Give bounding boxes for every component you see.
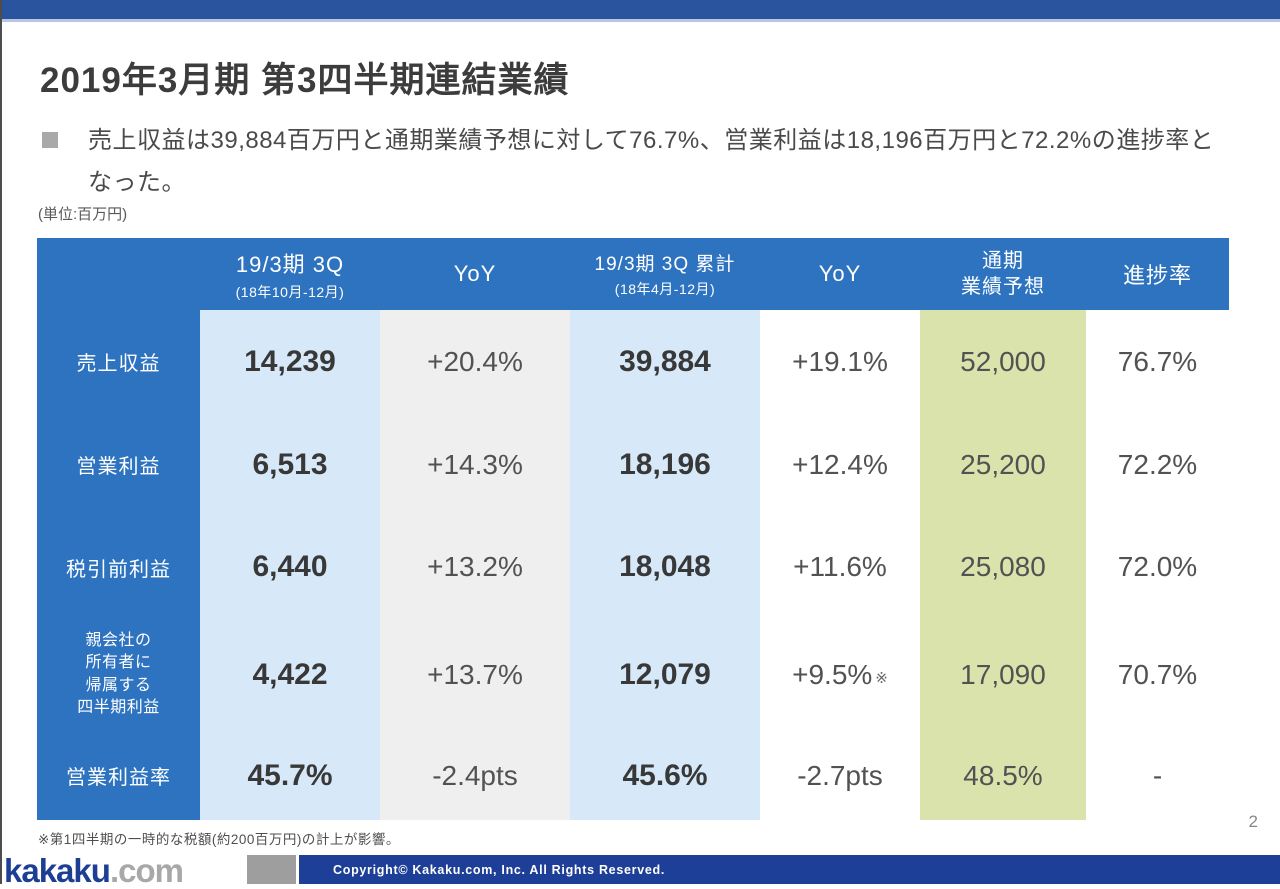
owners-profit-forecast: 17,090 bbox=[920, 618, 1086, 731]
results-table: 19/3期 3Q (18年10月-12月) YoY 19/3期 3Q 累計 (1… bbox=[37, 238, 1229, 820]
operating-margin-q3: 45.7% bbox=[200, 731, 380, 820]
unit-note: (単位:百万円) bbox=[38, 206, 128, 223]
operating-margin-yoy-cum: -2.7pts bbox=[797, 759, 883, 791]
footer-gray-block bbox=[247, 855, 296, 884]
column-header-sub: (18年10月-12月) bbox=[235, 283, 345, 300]
operating-margin-forecast: 48.5% bbox=[920, 731, 1086, 820]
owners-profit-cumulative: 12,079 bbox=[570, 618, 760, 731]
pretax-profit-progress: 72.0% bbox=[1117, 551, 1198, 582]
column-header-progress: 進捗率 bbox=[1086, 238, 1229, 310]
revenue-yoy-q: +20.4% bbox=[380, 310, 570, 413]
operating-profit-row-label: 営業利益 bbox=[37, 413, 200, 516]
column-header-label: 通期 bbox=[982, 250, 1024, 272]
column-header-label: 業績予想 bbox=[961, 276, 1045, 298]
column-header-label: YoY bbox=[818, 261, 862, 286]
operating-profit-yoy-cum: +12.4% bbox=[792, 448, 888, 480]
owners-profit-yoy-q: +13.7% bbox=[380, 618, 570, 731]
owners-profit-yoy-cum-value: +9.5% bbox=[792, 658, 873, 690]
pretax-profit-row-label: 税引前利益 bbox=[37, 516, 200, 618]
pretax-profit-yoy-cum: +11.6% bbox=[793, 551, 887, 582]
owners-profit-yoy-cum: +9.5% ※ bbox=[760, 618, 920, 731]
column-header-sub: (18年4月-12月) bbox=[614, 281, 716, 297]
owners-profit-label-line: 親会社の bbox=[85, 631, 152, 649]
owners-profit-row-label: 親会社の 所有者に 帰属する 四半期利益 bbox=[37, 618, 200, 731]
column-header-label: 19/3期 3Q 累計 bbox=[594, 254, 736, 275]
operating-profit-cumulative: 18,196 bbox=[570, 413, 760, 516]
copyright-bar: Copyright© Kakaku.com, Inc. All Rights R… bbox=[299, 855, 1280, 884]
column-header-forecast: 通期 業績予想 bbox=[920, 238, 1086, 310]
column-header-cumulative: 19/3期 3Q 累計 (18年4月-12月) bbox=[570, 238, 760, 310]
top-accent-bar bbox=[2, 0, 1280, 22]
owners-profit-label-line: 四半期利益 bbox=[77, 698, 160, 716]
column-header-label: 19/3期 3Q bbox=[235, 251, 345, 277]
column-header-label: 進捗率 bbox=[1122, 263, 1192, 288]
operating-profit-q3: 6,513 bbox=[200, 413, 380, 516]
column-header-label: YoY bbox=[453, 261, 497, 286]
operating-margin-cumulative: 45.6% bbox=[570, 731, 760, 820]
table-corner bbox=[37, 238, 200, 310]
operating-profit-forecast: 25,200 bbox=[920, 413, 1086, 516]
operating-margin-progress: - bbox=[1152, 759, 1163, 791]
operating-margin-yoy-q: -2.4pts bbox=[380, 731, 570, 820]
revenue-cumulative: 39,884 bbox=[570, 310, 760, 413]
pretax-profit-q3: 6,440 bbox=[200, 516, 380, 618]
column-header-yoy-q: YoY bbox=[380, 238, 570, 310]
owners-profit-label-line: 帰属する bbox=[85, 676, 152, 694]
copyright-text: Copyright© Kakaku.com, Inc. All Rights R… bbox=[333, 862, 666, 877]
revenue-progress: 76.7% bbox=[1117, 345, 1198, 377]
kakaku-logo-main: kakaku bbox=[4, 852, 111, 889]
footnote: ※第1四半期の一時的な税額(約200百万円)の計上が影響。 bbox=[38, 832, 400, 847]
footer: kakaku.com Copyright© Kakaku.com, Inc. A… bbox=[2, 854, 1280, 887]
owners-profit-label-line: 所有者に bbox=[85, 654, 152, 672]
operating-margin-row-label: 営業利益率 bbox=[37, 731, 200, 820]
page-number: 2 bbox=[1248, 812, 1258, 831]
pretax-profit-cumulative: 18,048 bbox=[570, 516, 760, 618]
column-header-q3: 19/3期 3Q (18年10月-12月) bbox=[200, 238, 380, 310]
owners-profit-q3: 4,422 bbox=[200, 618, 380, 731]
revenue-forecast: 52,000 bbox=[920, 310, 1086, 413]
bullet-square-icon bbox=[42, 132, 58, 148]
pretax-profit-forecast: 25,080 bbox=[920, 516, 1086, 618]
footnote-reference-mark: ※ bbox=[875, 669, 888, 687]
revenue-yoy-cum: +19.1% bbox=[792, 345, 888, 377]
kakaku-logo-suffix: .com bbox=[109, 852, 184, 889]
column-header-yoy-cum: YoY bbox=[760, 238, 920, 310]
operating-profit-progress: 72.2% bbox=[1117, 448, 1198, 480]
operating-profit-yoy-q: +14.3% bbox=[380, 413, 570, 516]
revenue-q3: 14,239 bbox=[200, 310, 380, 413]
bullet-text: 売上収益は39,884百万円と通期業績予想に対して76.7%、営業利益は18,1… bbox=[88, 127, 1215, 196]
revenue-row-label: 売上収益 bbox=[37, 310, 200, 413]
kakaku-logo: kakaku.com bbox=[4, 854, 184, 887]
bullet-item: 売上収益は39,884百万円と通期業績予想に対して76.7%、営業利益は18,1… bbox=[42, 120, 1227, 204]
pretax-profit-yoy-q: +13.2% bbox=[380, 516, 570, 618]
page-title: 2019年3月期 第3四半期連結業績 bbox=[40, 61, 570, 100]
owners-profit-progress: 70.7% bbox=[1117, 658, 1198, 690]
